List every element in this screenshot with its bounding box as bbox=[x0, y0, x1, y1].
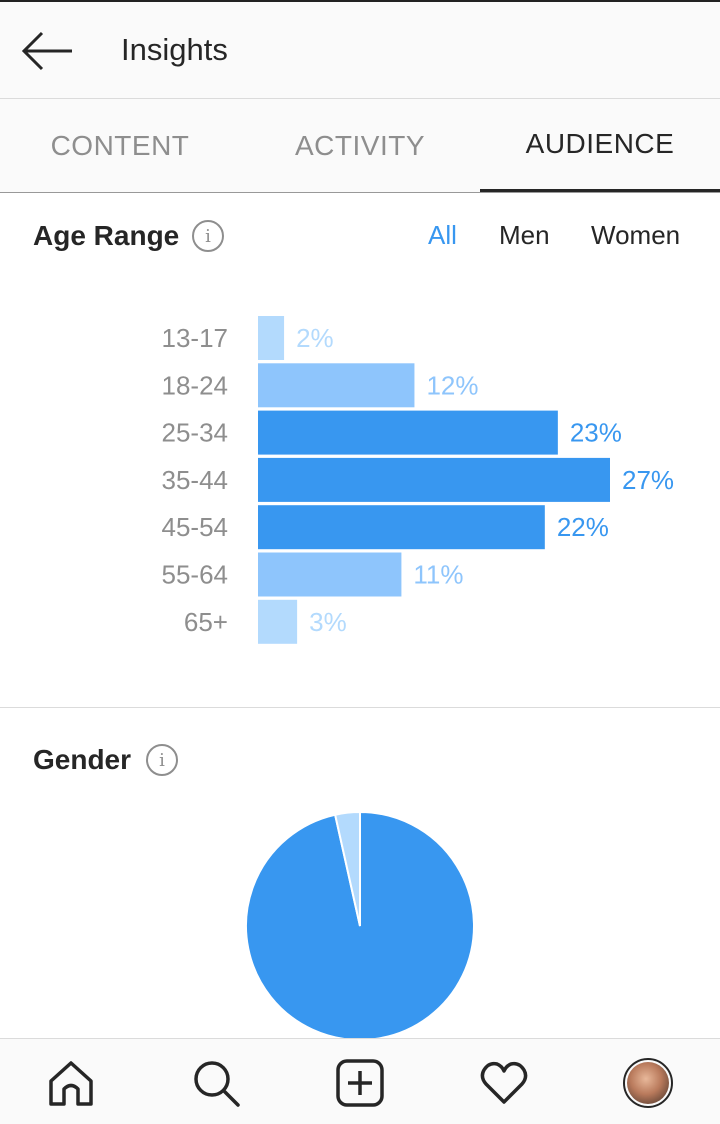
age-value-label: 2% bbox=[296, 323, 334, 353]
gender-pie-slice bbox=[333, 810, 361, 927]
app-header: Insights bbox=[0, 0, 720, 99]
age-value-label: 3% bbox=[309, 607, 347, 637]
age-bar bbox=[258, 599, 298, 644]
nav-home[interactable] bbox=[45, 1057, 97, 1109]
home-icon bbox=[49, 1061, 93, 1106]
age-range-title: Age Range bbox=[33, 220, 180, 251]
gender-title: Gender bbox=[33, 744, 132, 775]
page-title: Insights bbox=[121, 32, 228, 67]
age-bar bbox=[258, 363, 415, 408]
tab-content[interactable]: CONTENT bbox=[50, 129, 190, 161]
back-button[interactable] bbox=[18, 26, 78, 76]
gender-pie-chart bbox=[245, 810, 475, 1038]
age-tick-label: 25-34 bbox=[162, 418, 229, 448]
tab-audience[interactable]: AUDIENCE bbox=[480, 99, 720, 192]
arrow-left-icon bbox=[21, 31, 72, 71]
nav-add-post[interactable] bbox=[334, 1057, 386, 1109]
age-tick-label: 18-24 bbox=[162, 370, 229, 400]
gender-info-icon[interactable]: i bbox=[146, 744, 178, 776]
bottom-nav bbox=[0, 1038, 720, 1124]
age-bar bbox=[258, 316, 285, 360]
age-tick-label: 13-17 bbox=[162, 323, 229, 353]
tab-activity[interactable]: ACTIVITY bbox=[294, 129, 425, 161]
profile-avatar bbox=[623, 1058, 673, 1108]
section-divider bbox=[0, 707, 720, 708]
age-value-label: 12% bbox=[426, 370, 478, 400]
add-post-icon bbox=[336, 1059, 384, 1107]
age-bar bbox=[258, 410, 558, 455]
filter-women[interactable]: Women bbox=[591, 220, 681, 250]
age-value-label: 22% bbox=[557, 512, 609, 542]
age-tick-label: 65+ bbox=[184, 607, 228, 637]
age-tick-label: 45-54 bbox=[162, 512, 229, 542]
nav-profile[interactable] bbox=[622, 1057, 674, 1109]
filter-all[interactable]: All bbox=[428, 220, 457, 250]
tab-bar: CONTENT ACTIVITY AUDIENCE bbox=[0, 99, 720, 193]
age-value-label: 27% bbox=[622, 465, 674, 495]
nav-activity[interactable] bbox=[478, 1057, 530, 1109]
age-value-label: 11% bbox=[413, 560, 463, 590]
filter-men[interactable]: Men bbox=[499, 220, 550, 250]
search-icon bbox=[194, 1061, 240, 1107]
age-tick-label: 55-64 bbox=[162, 560, 229, 590]
age-tick-label: 35-44 bbox=[162, 465, 229, 495]
age-bar bbox=[258, 505, 545, 550]
nav-search[interactable] bbox=[190, 1057, 242, 1109]
heart-icon bbox=[480, 1061, 528, 1104]
age-value-label: 23% bbox=[570, 418, 622, 448]
age-range-chart: 13-17 2% 18-24 12% 25-34 23% 35-44 27% 45-54 22% 5… bbox=[162, 316, 674, 644]
age-range-info-icon[interactable]: i bbox=[192, 220, 224, 252]
age-bar bbox=[258, 457, 610, 502]
age-bar bbox=[258, 552, 402, 597]
